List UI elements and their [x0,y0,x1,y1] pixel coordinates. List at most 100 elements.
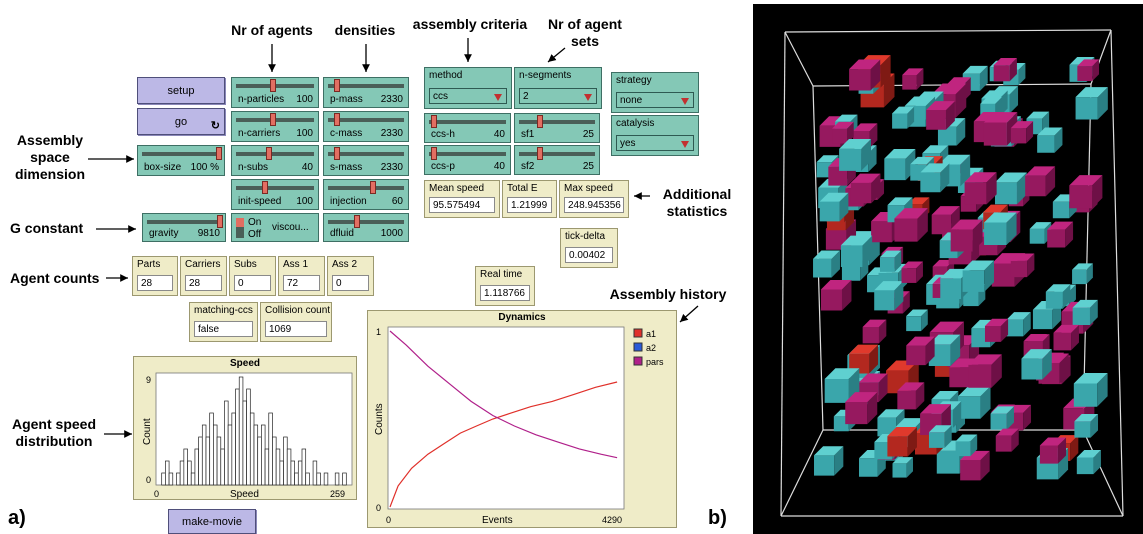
histogram-bar [283,436,288,486]
slider-knob[interactable] [270,113,276,126]
go-button[interactable]: go ↻ [137,108,225,135]
agent-cube [962,260,994,292]
agent-cube [849,344,879,374]
chooser-select[interactable]: ccs [429,88,507,104]
slider-c-mass[interactable]: c-mass 2330 [323,111,409,142]
slider-sf2[interactable]: sf2 25 [514,145,600,175]
agent-cube [874,281,904,311]
slider-n-particles[interactable]: n-particles 100 [231,77,319,108]
viscosity-switch[interactable]: On Off viscou... [231,213,319,242]
slider-knob[interactable] [537,147,543,160]
monitor-label: Ass 1 [283,259,309,270]
chooser-select[interactable]: none [616,92,694,108]
slider-n-carriers[interactable]: n-carriers 100 [231,111,319,142]
slider-ccs-p[interactable]: ccs-p 40 [424,145,511,175]
slider-knob[interactable] [537,115,543,128]
slider-knob[interactable] [431,147,437,160]
agent-cube [862,319,887,344]
histogram-bar [187,460,192,486]
make-movie-button[interactable]: make-movie [168,509,256,534]
histogram-bar [194,448,199,486]
slider-label: n-carriers [238,128,281,139]
agent-cube [1025,166,1056,197]
agent-cube [845,392,878,425]
slider-knob[interactable] [334,147,340,160]
monitor-tick-delta: tick-delta 0.00402 [560,228,618,268]
monitor-label: Max speed [564,183,613,194]
slider-value: 100 [296,128,313,139]
monitor-label: Subs [234,259,257,270]
slider-knob[interactable] [370,181,376,194]
axis-label-y: Counts [374,403,385,435]
switch-toggle[interactable] [236,218,244,238]
histogram-bar [227,424,233,486]
chooser-method[interactable]: method ccs [424,67,512,109]
monitor-value: 248.945356 [564,197,624,213]
slider-knob[interactable] [334,79,340,92]
histogram-bar [242,400,247,486]
agent-cube [884,149,916,181]
annotation-nr-agent-sets: Nr of agent sets [548,16,622,49]
slider-gravity[interactable]: gravity 9810 [142,213,226,242]
monitor-value: false [194,321,253,337]
histogram-bar [316,472,321,486]
slider-ccs-h[interactable]: ccs-h 40 [424,113,511,143]
chooser-catalysis[interactable]: catalysis yes [611,115,699,156]
slider-p-mass[interactable]: p-mass 2330 [323,77,409,108]
histogram-bar [209,412,214,486]
slider-knob[interactable] [431,115,437,128]
monitor-total-e: Total E 1.21999 [502,180,557,218]
chooser-n-segments[interactable]: n-segments 2 [514,67,602,109]
slider-label: sf1 [521,129,535,140]
go-button-label: go [174,115,188,128]
histogram-bar [220,448,225,486]
slider-init-speed[interactable]: init-speed 100 [231,179,319,210]
slider-knob[interactable] [216,147,222,160]
slider-dfluid[interactable]: dfluid 1000 [323,213,409,242]
panel-label-b: b) [708,507,727,529]
monitor-collision-count: Collision count 1069 [260,302,332,342]
agent-cube [902,68,924,90]
chooser-strategy[interactable]: strategy none [611,72,699,113]
axis-tick-label: 4290 [602,515,622,525]
histogram-bar [183,448,188,486]
series-line-pars [389,330,618,459]
slider-knob[interactable] [217,215,223,228]
slider-label: dfluid [330,228,354,239]
slider-knob[interactable] [354,215,360,228]
agent-cube [950,219,983,252]
chooser-label: strategy [616,75,652,86]
setup-button[interactable]: setup [137,77,225,104]
slider-knob[interactable] [262,181,268,194]
histogram-bar [235,388,240,486]
agent-cube [906,336,935,366]
slider-value: 25 [582,161,594,172]
monitor-subs: Subs 0 [229,256,276,296]
agent-cube [968,354,1002,388]
agent-cube [892,106,915,129]
plot-title: Speed [229,358,260,369]
agent-cube [839,139,871,171]
slider-n-subs[interactable]: n-subs 40 [231,145,319,176]
3d-view[interactable] [753,4,1143,534]
slider-s-mass[interactable]: s-mass 2330 [323,145,409,176]
slider-label: p-mass [330,94,363,105]
slider-sf1[interactable]: sf1 25 [514,113,600,143]
slider-injection[interactable]: injection 60 [323,179,409,210]
chooser-select[interactable]: yes [616,135,694,151]
chooser-value: ccs [433,91,448,102]
histogram-bar [286,448,292,486]
histogram-bar [201,424,207,486]
dynamics-chart: 1 0 0 4290 Events Counts a1 a2 pars [374,326,664,526]
slider-knob[interactable] [266,147,272,160]
speed-histogram: 9 0 0 259 Speed Count [142,372,353,500]
monitor-matching-ccs: matching-ccs false [189,302,258,342]
slider-knob[interactable] [270,79,276,92]
slider-label: gravity [149,228,179,239]
dynamics-plot: Dynamics 1 0 0 4290 Events Counts a1 a2 pa… [367,310,677,528]
slider-label: c-mass [330,128,363,139]
chooser-select[interactable]: 2 [519,88,597,104]
slider-box-size[interactable]: box-size 100 % [137,145,225,176]
slider-knob[interactable] [334,113,340,126]
monitor-value: 28 [185,275,222,291]
